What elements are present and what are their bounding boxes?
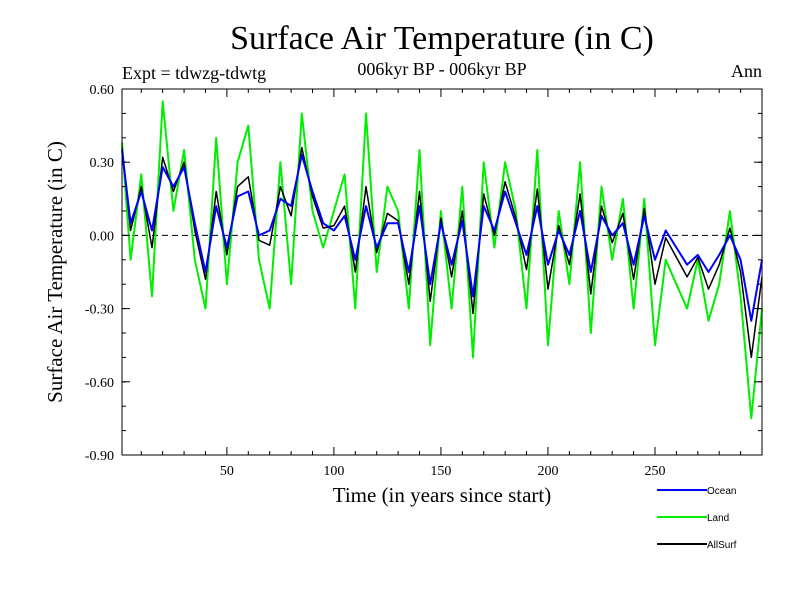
y-tick-label: 0.60 — [90, 83, 115, 98]
axes-group — [121, 88, 763, 456]
y-tick-label: 0.00 — [90, 229, 115, 244]
y-tick-label: -0.60 — [85, 376, 114, 391]
ticks-group: 0.60 0.30 0.00 -0.30 -0.60 -0.90 50 100 150 200 25… — [85, 83, 762, 479]
legend: Ocean Land AllSurf — [657, 486, 737, 551]
series-line-ocean — [121, 149, 763, 322]
x-tick-label: 150 — [430, 464, 451, 479]
chart-subtitle: 006kyr BP - 006kyr BP — [357, 59, 526, 79]
x-tick-label: 100 — [323, 464, 344, 479]
plot-frame — [121, 88, 763, 456]
experiment-label: Expt = tdwzg-tdwtg — [122, 63, 266, 83]
y-tick-label: 0.30 — [90, 156, 115, 171]
x-tick-label: 200 — [537, 464, 558, 479]
x-tick-label: 250 — [644, 464, 665, 479]
legend-label-land: Land — [707, 513, 729, 524]
y-tick-label: -0.30 — [85, 303, 114, 318]
x-axis-label: Time (in years since start) — [333, 483, 552, 507]
series-group — [121, 100, 763, 420]
season-label: Ann — [731, 61, 762, 81]
series-line-allsurf — [121, 146, 763, 359]
x-tick-label: 50 — [220, 464, 234, 479]
legend-label-allsurf: AllSurf — [707, 540, 737, 551]
y-axis-label: Surface Air Temperature (in C) — [43, 141, 67, 403]
legend-label-ocean: Ocean — [707, 486, 736, 497]
y-tick-label: -0.90 — [85, 449, 114, 464]
series-line-land — [121, 100, 763, 420]
chart-title: Surface Air Temperature (in C) — [230, 20, 654, 57]
